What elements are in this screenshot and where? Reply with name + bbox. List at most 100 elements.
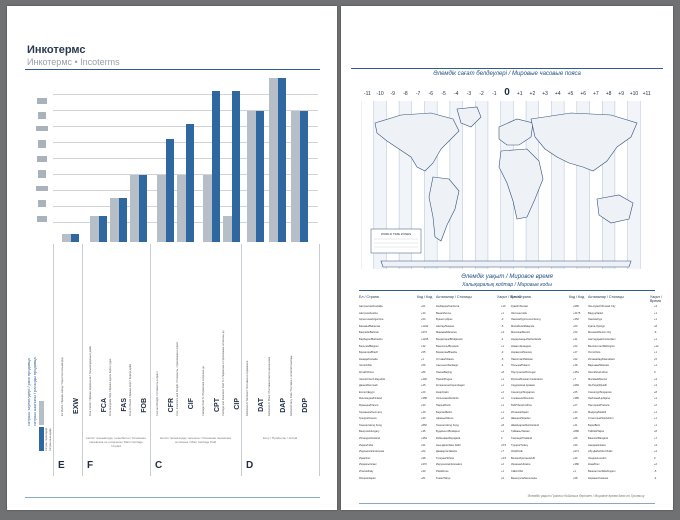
table-cell-name: Гонконг/Hong Kong (359, 423, 382, 427)
table-cell-name: Пекин/Beijing (436, 371, 452, 374)
legend-text-cost: Сатушы шығындары (49, 428, 52, 451)
table-cell-value: -5 (501, 324, 504, 328)
table-cell-name: Украина/Ukraine (511, 463, 531, 467)
table-cell-name: Иерусалим/Jerusalem (436, 463, 463, 467)
table-cell-value: +56 (421, 364, 426, 368)
table-cell-name: Париж/Paris (436, 404, 451, 407)
term-desc-cip: Carriage and Insurance Paid To / Перевоз… (222, 330, 225, 416)
table-cell-value: +34 (573, 410, 578, 414)
table-cell-value: 0 (654, 456, 656, 460)
table-cell-name: Бангкок/Bangkok (588, 437, 609, 440)
timezone-label: +2 (529, 91, 536, 97)
table-cell-value: +39 (421, 470, 426, 473)
table-cell-name: Буэнос-Айрес (436, 318, 453, 322)
table-cell-value: +36 (421, 430, 426, 434)
table-cell-name: Китай/China (359, 371, 374, 374)
timezone-label: +9 (618, 91, 625, 97)
table-cell-value: +49 (421, 410, 426, 414)
table-cell-name: Кувейт/Kuwait (511, 305, 528, 308)
table-cell-value: +5 (654, 357, 657, 361)
table-cell-name: Эр-Рияд/Riyadh (588, 384, 608, 388)
timezone-label: -2 (479, 91, 484, 97)
table-cell-name: Германия/Germany (359, 410, 383, 414)
table-cell-value: +33 (421, 404, 426, 407)
table-header-country: Ел / Страна (359, 295, 379, 299)
table-cell-name: Индонезия/Indonesia (359, 450, 385, 454)
table-cell-name: Каракас/Caracas (588, 476, 609, 480)
table-cell-name: Амстердам/Amsterdam (588, 338, 616, 341)
table-cell-value: +2 (654, 463, 657, 467)
table-cell-name: Манама/Manama (436, 331, 457, 335)
bar-cost-cip (232, 91, 240, 242)
header-rule (25, 69, 320, 70)
table-cell-name: Швейцария/Switzerland (511, 423, 539, 427)
table-header-country: Астаналар / Столицы (588, 295, 624, 299)
group-caption-d: Келу / Прибытие / Arrival (262, 436, 298, 440)
map-title: Әлемдік сағат белдеулері / Мировые часов… (433, 71, 581, 77)
table-cell-value: +2 (501, 417, 504, 421)
table-cell-name: Сантьяго/Santiago (436, 364, 459, 368)
table-cell-name: Оттава/Ottawa (436, 357, 454, 361)
pictogram-strip-icon (36, 98, 48, 222)
table-top-rule (359, 290, 655, 291)
bar-risk-cif (177, 174, 186, 242)
table-cell-value: 0 (501, 437, 503, 440)
table-cell-name: Барбадос/Barbados (359, 338, 383, 341)
table-header-value: Уақыт / Время (497, 295, 521, 299)
timezone-label: +1 (516, 91, 523, 97)
table-cell-name: Тайбэй/Taipei (588, 430, 605, 434)
bar-cost-dap (278, 78, 286, 242)
table-cell-value: +1 (654, 364, 657, 368)
table-cell-value: +3 (654, 384, 657, 388)
table-cell-value: +8 (654, 324, 657, 328)
group-separator (150, 244, 151, 476)
table-cell-name: Финляндия/Finland (359, 397, 382, 401)
timezone-stripe (449, 101, 463, 269)
table-cell-value: +971 (573, 450, 579, 454)
timezone-label: +4 (554, 91, 561, 97)
table-cell-value: +62 (421, 450, 426, 454)
term-desc-fob: Free On Board / Франко-борт / Бортқа дей… (129, 363, 132, 416)
footnote: Әлемдік уақыт Гринвич бойынша берілген /… (527, 494, 645, 498)
world-map: WORLD TIME ZONES (361, 101, 653, 269)
bar-cost-cpt (212, 91, 220, 242)
table-cell-value: +2 (501, 397, 504, 401)
table-cell-name: Пакистан/Pakistan (511, 357, 533, 361)
table-cell-name: Франция/France (359, 404, 379, 407)
group-separator (53, 244, 54, 476)
grid-line (53, 94, 318, 95)
timezone-label: -1 (492, 91, 497, 97)
legend-swatch-risk (39, 401, 44, 425)
term-code-dap: DAP (280, 398, 287, 413)
term-desc-fca: Free Carrier / Франко-перевозчик / Тасым… (89, 345, 92, 416)
table-cell-name: Канберра/Canberra (436, 305, 460, 308)
table-cell-name: Сингапур/Singapore (511, 390, 535, 394)
table-cell-value: +3 (501, 331, 504, 335)
bar-cost-ddp (300, 110, 308, 242)
timezone-label: +3 (542, 91, 548, 97)
table-cell-value: +352 (573, 318, 579, 322)
term-code-exw: EXW (73, 398, 80, 414)
table-cell-name: Сингапур/Singapore (588, 390, 612, 394)
world-time-title: Әлемдік уақыт / Мировое время (461, 274, 553, 280)
bar-cost-fca (99, 215, 107, 242)
table-cell-name: США/USA (511, 470, 524, 473)
timezone-label: +5 (567, 91, 574, 97)
timezone-label: -9 (390, 91, 395, 97)
term-desc-cif: Cost, Insurance and Freight / Стоимость,… (176, 341, 179, 416)
table-cell-name: Испания/Spain (511, 410, 529, 414)
bar-risk-ddp (291, 110, 300, 242)
table-cell-name: Афины/Athens (436, 417, 454, 421)
table-cell-value: +4 (654, 450, 657, 454)
table-cell-value: +65 (573, 390, 578, 394)
table-cell-value: +60 (573, 324, 578, 328)
world-time-page: Әлемдік сағат белдеулері / Мировые часов… (341, 6, 673, 510)
table-cell-name: Япония/Japan (359, 476, 376, 480)
table-cell-value: +1 (501, 344, 504, 348)
bar-cost-fas (119, 197, 127, 242)
table-cell-value: +55 (421, 351, 426, 355)
table-cell-value: +1 (654, 351, 657, 355)
table-cell-value: +1246 (421, 338, 429, 341)
table-cell-value: +1 (654, 397, 657, 401)
table-cell-value: +1 (654, 410, 657, 414)
